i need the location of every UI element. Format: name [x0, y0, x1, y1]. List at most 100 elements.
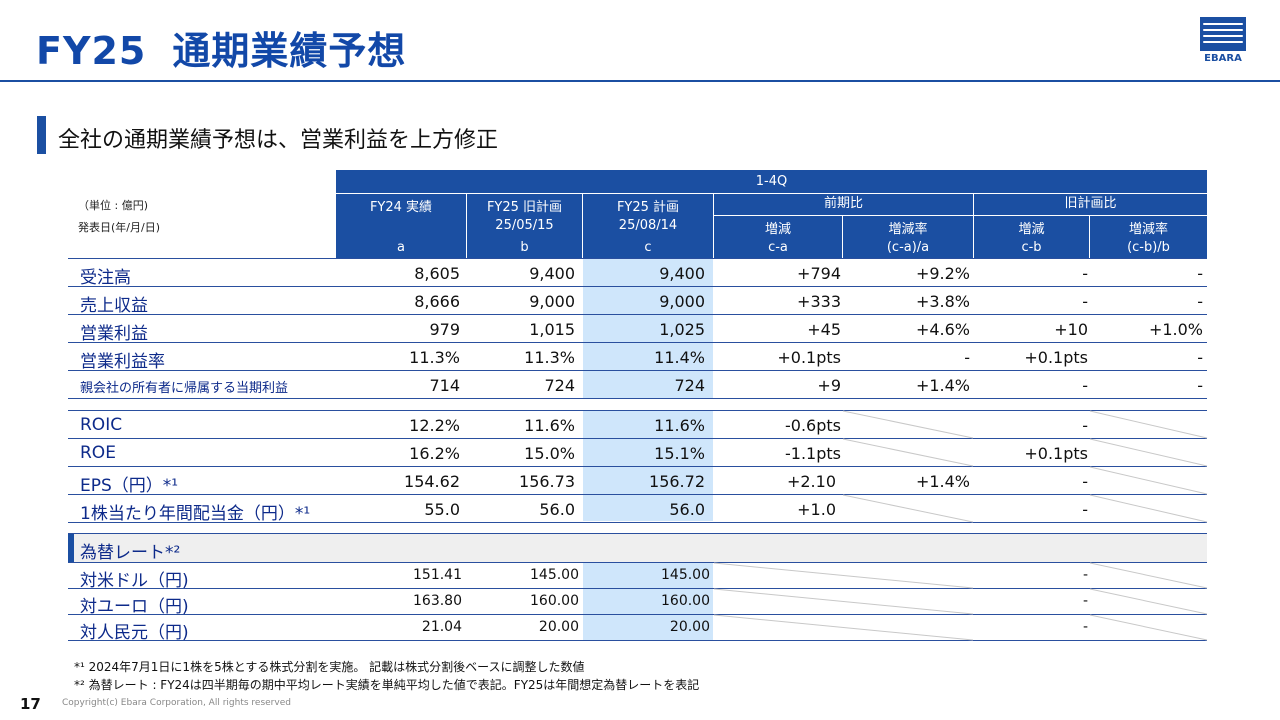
- row-divider: [68, 258, 1207, 259]
- cell-cb: -: [1082, 619, 1088, 635]
- cell-b: 160.00: [530, 593, 579, 609]
- highlight-col-block3: [583, 562, 713, 640]
- row-divider: [68, 588, 1207, 589]
- cell-car: +1.4%: [915, 472, 970, 491]
- highlight-col-block1: [583, 259, 713, 398]
- subtitle: 全社の通期業績予想は、営業利益を上方修正: [58, 128, 499, 153]
- cell-c: 160.00: [661, 593, 710, 609]
- cell-b: 156.73: [519, 472, 575, 491]
- cell-ca: +1.0: [797, 500, 836, 519]
- cell-c: 15.1%: [654, 444, 705, 463]
- cell-c: 56.0: [669, 500, 705, 519]
- row-label-revenue: 売上収益: [80, 296, 148, 316]
- col-cb-label: 増減: [1018, 222, 1045, 237]
- col-cbr-key: (c-b)/b: [1127, 240, 1170, 255]
- cell-c: 9,000: [659, 292, 705, 311]
- col-cbr: 増減率 (c-b)/b: [1090, 216, 1207, 258]
- cell-ca: +794: [797, 264, 841, 283]
- cell-ca: +333: [797, 292, 841, 311]
- cell-cbr: -: [1197, 292, 1203, 311]
- cell-cbr: -: [1197, 264, 1203, 283]
- cell-ca: -1.1pts: [785, 444, 841, 463]
- col-cb-key: c-b: [1021, 240, 1042, 255]
- col-ca: 増減 c-a: [714, 216, 842, 258]
- footnote-2: *² 為替レート : FY24は四半期毎の期中平均レート実績を単純平均した値で表…: [74, 678, 700, 692]
- cell-b: 9,000: [529, 292, 575, 311]
- cell-a: 154.62: [404, 472, 460, 491]
- row-divider: [68, 466, 1207, 467]
- cell-cb: +10: [1054, 320, 1088, 339]
- col-fy25-new: FY25 計画 25/08/14 c: [583, 194, 713, 258]
- row-divider: [68, 410, 1207, 411]
- row-divider: [68, 342, 1207, 343]
- cell-car: +9.2%: [915, 264, 970, 283]
- row-label-cny: 対人民元（円): [80, 623, 189, 643]
- cell-a: 16.2%: [409, 444, 460, 463]
- cell-cb: -: [1082, 593, 1088, 609]
- cell-cb: +0.1pts: [1024, 444, 1088, 463]
- cell-cb: -: [1082, 292, 1088, 311]
- cell-b: 145.00: [530, 567, 579, 583]
- row-divider: [68, 640, 1207, 641]
- col-fy25-new-date: 25/08/14: [618, 218, 678, 233]
- cell-a: 979: [429, 320, 460, 339]
- col-fy25-old-date: 25/05/15: [495, 218, 554, 233]
- footnote-1: *¹ 2024年7月1日に1株を5株とする株式分割を実施。 記載は株式分割後ベー…: [74, 660, 585, 674]
- cell-a: 12.2%: [409, 416, 460, 435]
- cell-cb: -: [1082, 264, 1088, 283]
- subtitle-bar: [37, 116, 46, 154]
- cell-cbr: -: [1197, 376, 1203, 395]
- cell-cb: -: [1082, 472, 1088, 491]
- col-car-key: (c-a)/a: [886, 240, 930, 255]
- row-label-roic: ROIC: [80, 415, 123, 435]
- col-fy25-old: FY25 旧計画 25/05/15 b: [467, 194, 582, 258]
- cell-a: 714: [429, 376, 460, 395]
- cell-c: 145.00: [661, 567, 710, 583]
- col-car: 増減率 (c-a)/a: [843, 216, 973, 258]
- row-label-eps: EPS（円）*¹: [80, 476, 179, 496]
- cell-cb: -: [1082, 500, 1088, 519]
- col-car-label: 増減率: [888, 222, 928, 237]
- row-label-net-profit: 親会社の所有者に帰属する当期利益: [80, 381, 289, 396]
- cell-cb: -: [1082, 567, 1088, 583]
- row-label-usd: 対米ドル（円): [80, 571, 189, 591]
- title-rule: [0, 80, 1280, 82]
- col-fy25-new-label: FY25 計画: [616, 200, 680, 215]
- col-ca-label: 増減: [764, 222, 791, 237]
- cell-c: 9,400: [659, 264, 705, 283]
- cell-a: 163.80: [413, 593, 462, 609]
- cell-a: 11.3%: [409, 348, 460, 367]
- row-divider: [68, 314, 1207, 315]
- cell-c: 156.72: [649, 472, 705, 491]
- col-fy25-new-key: c: [644, 240, 652, 255]
- cell-a: 8,605: [414, 264, 460, 283]
- cell-b: 11.3%: [524, 348, 575, 367]
- cell-a: 21.04: [421, 619, 462, 635]
- col-fy24-label: FY24 実績: [369, 200, 433, 215]
- row-divider: [68, 398, 1207, 399]
- row-divider: [68, 494, 1207, 495]
- cell-a: 55.0: [424, 500, 460, 519]
- cell-a: 151.41: [413, 567, 462, 583]
- col-cb: 増減 c-b: [974, 216, 1089, 258]
- col-ca-key: c-a: [768, 240, 788, 255]
- cell-b: 20.00: [538, 619, 579, 635]
- row-divider: [68, 522, 1207, 523]
- cell-c: 1,025: [659, 320, 705, 339]
- row-label-orders: 受注高: [80, 268, 131, 288]
- cell-cb: +0.1pts: [1024, 348, 1088, 367]
- col-cbr-label: 増減率: [1128, 222, 1168, 237]
- title-main: 通期業績予想: [172, 29, 407, 73]
- cell-car: +4.6%: [915, 320, 970, 339]
- ebara-logo: EBARA: [1200, 17, 1246, 67]
- cell-ca: +45: [807, 320, 841, 339]
- col-fy24: FY24 実績 a: [336, 194, 466, 258]
- row-divider: [68, 286, 1207, 287]
- col-fy25-old-label: FY25 旧計画: [486, 200, 563, 215]
- page-title: FY25 通期業績予想: [36, 20, 406, 75]
- header-period: 1-4Q: [336, 170, 1207, 193]
- row-divider: [68, 614, 1207, 615]
- cell-b: 11.6%: [524, 416, 575, 435]
- date-label: 発表日(年/月/日): [78, 221, 160, 234]
- copyright: Copyright(c) Ebara Corporation, All righ…: [62, 698, 291, 708]
